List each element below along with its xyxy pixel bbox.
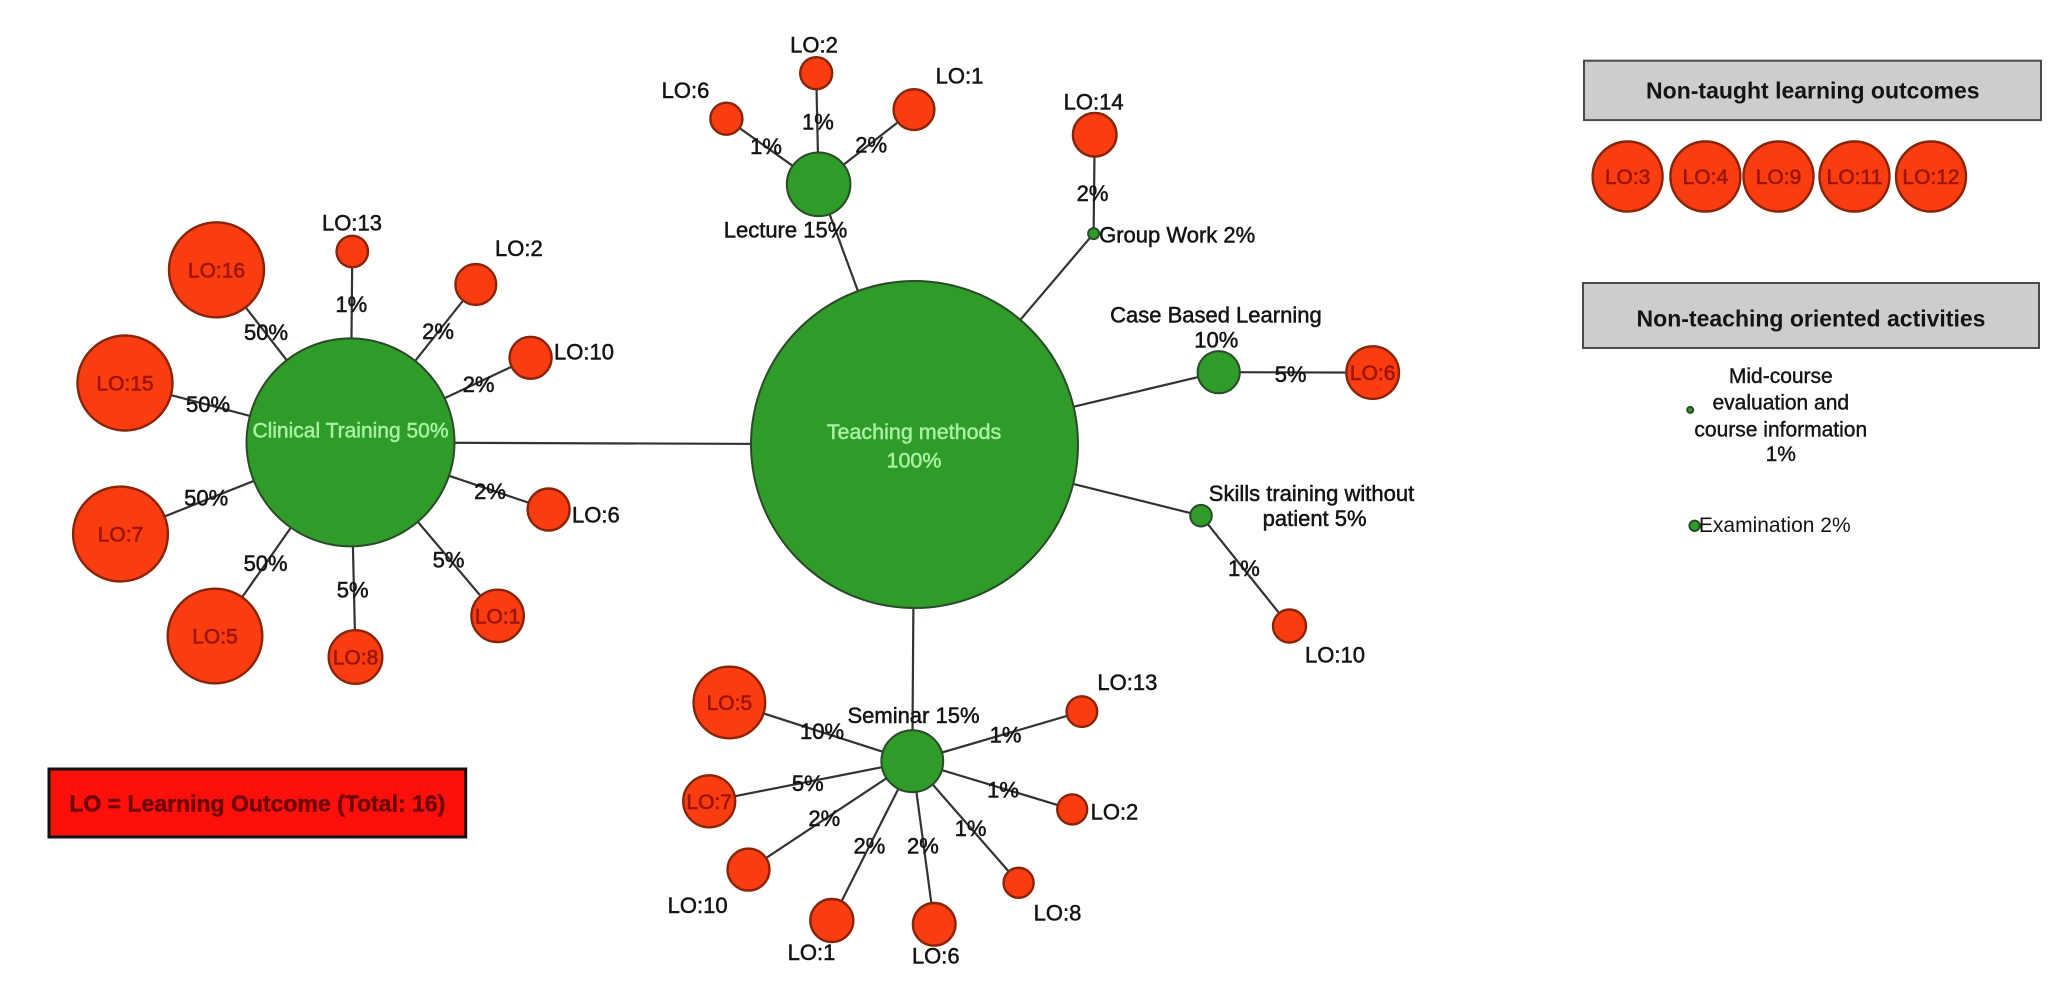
svg-text:10%: 10% (1194, 328, 1238, 353)
svg-text:50%: 50% (186, 392, 230, 417)
svg-text:LO:12: LO:12 (1902, 166, 1959, 189)
svg-text:LO:9: LO:9 (1756, 166, 1802, 189)
svg-text:100%: 100% (887, 449, 942, 473)
svg-text:LO:10: LO:10 (1305, 643, 1365, 668)
svg-text:Mid-course: Mid-course (1729, 365, 1833, 388)
svg-text:LO:6: LO:6 (662, 78, 710, 103)
svg-text:2%: 2% (854, 833, 886, 858)
svg-text:LO:15: LO:15 (96, 373, 153, 396)
svg-text:course information: course information (1694, 419, 1867, 442)
svg-text:2%: 2% (474, 479, 506, 504)
svg-text:LO:14: LO:14 (1064, 90, 1124, 115)
svg-text:50%: 50% (244, 551, 288, 576)
svg-text:Examination 2%: Examination 2% (1699, 514, 1851, 537)
svg-text:2%: 2% (463, 372, 495, 397)
svg-text:1%: 1% (990, 722, 1022, 747)
svg-text:LO:5: LO:5 (192, 626, 238, 649)
svg-text:LO:8: LO:8 (333, 647, 379, 670)
svg-text:LO:1: LO:1 (936, 64, 984, 89)
svg-text:LO:2: LO:2 (495, 236, 543, 261)
svg-text:1%: 1% (987, 777, 1019, 802)
svg-text:LO:11: LO:11 (1827, 166, 1883, 189)
svg-text:10%: 10% (800, 719, 844, 744)
svg-text:Non-taught learning outcomes: Non-taught learning outcomes (1646, 78, 1980, 104)
svg-text:LO:2: LO:2 (1091, 799, 1139, 824)
svg-text:2%: 2% (855, 133, 887, 158)
svg-text:5%: 5% (792, 771, 824, 796)
svg-text:LO:16: LO:16 (188, 259, 245, 282)
svg-text:5%: 5% (1275, 362, 1307, 387)
svg-text:1%: 1% (955, 816, 987, 841)
svg-text:LO:6: LO:6 (912, 944, 960, 969)
svg-text:Lecture 15%: Lecture 15% (724, 218, 848, 243)
svg-text:50%: 50% (184, 486, 228, 511)
svg-text:LO:4: LO:4 (1683, 166, 1729, 189)
svg-text:2%: 2% (1077, 181, 1109, 206)
svg-text:1%: 1% (1228, 556, 1260, 581)
svg-text:2%: 2% (422, 319, 454, 344)
svg-text:2%: 2% (808, 806, 840, 831)
svg-text:1%: 1% (802, 109, 834, 134)
svg-text:LO:1: LO:1 (788, 940, 836, 965)
svg-text:LO:13: LO:13 (1097, 670, 1157, 695)
svg-text:Skills training without: Skills training without (1209, 481, 1414, 506)
svg-text:LO:10: LO:10 (554, 340, 614, 365)
svg-text:LO:13: LO:13 (322, 211, 382, 236)
svg-text:50%: 50% (244, 320, 288, 345)
svg-text:Group Work 2%: Group Work 2% (1099, 222, 1255, 247)
svg-text:LO:3: LO:3 (1605, 166, 1651, 189)
svg-text:evaluation and: evaluation and (1712, 392, 1849, 415)
svg-text:LO:6: LO:6 (572, 503, 620, 528)
svg-text:patient 5%: patient 5% (1263, 506, 1367, 531)
svg-text:Non-teaching oriented activiti: Non-teaching oriented activities (1637, 306, 1986, 332)
svg-text:LO:8: LO:8 (1034, 900, 1082, 925)
svg-text:Case Based Learning: Case Based Learning (1110, 302, 1322, 327)
svg-text:Seminar 15%: Seminar 15% (847, 703, 979, 728)
svg-text:LO:10: LO:10 (668, 893, 728, 918)
svg-text:2%: 2% (907, 833, 939, 858)
svg-text:5%: 5% (433, 548, 465, 573)
svg-text:LO:7: LO:7 (686, 791, 732, 814)
svg-text:LO = Learning Outcome (Total:: LO = Learning Outcome (Total: 16) (69, 790, 445, 816)
svg-text:LO:1: LO:1 (475, 605, 521, 628)
svg-text:1%: 1% (750, 134, 782, 159)
svg-text:1%: 1% (335, 292, 367, 317)
svg-text:Teaching methods: Teaching methods (827, 420, 1002, 444)
svg-text:LO:7: LO:7 (98, 524, 144, 547)
svg-text:5%: 5% (337, 578, 369, 603)
svg-text:LO:2: LO:2 (790, 33, 838, 58)
svg-text:Clinical Training 50%: Clinical Training 50% (252, 419, 448, 442)
svg-text:1%: 1% (1766, 443, 1796, 466)
svg-text:LO:5: LO:5 (707, 692, 753, 715)
svg-text:LO:6: LO:6 (1350, 362, 1396, 385)
